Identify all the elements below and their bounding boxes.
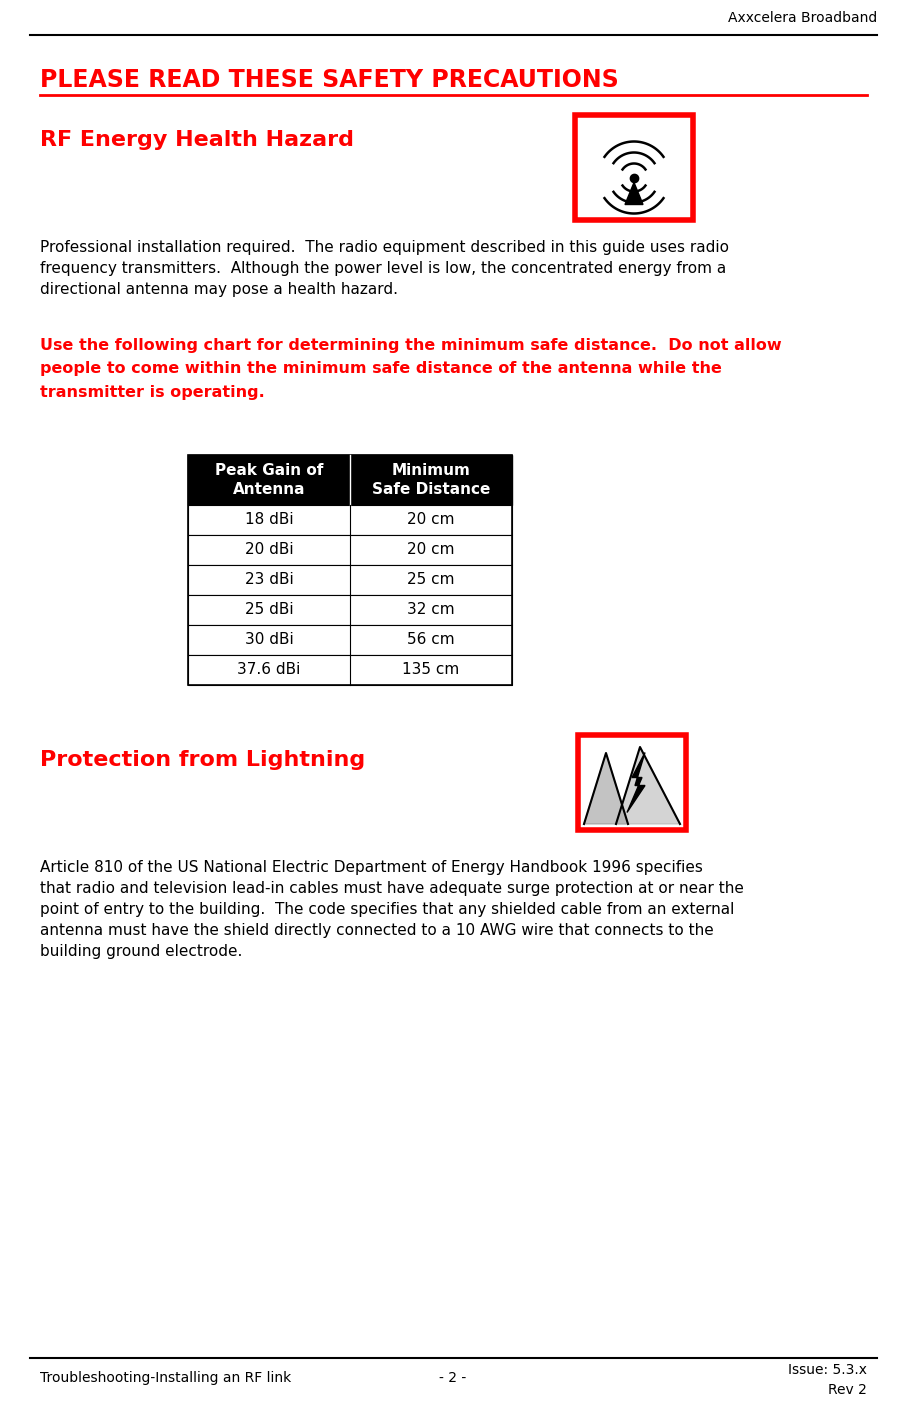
Text: Minimum
Safe Distance: Minimum Safe Distance (372, 462, 490, 497)
Text: Rev 2: Rev 2 (828, 1383, 867, 1397)
Text: Axxcelera Broadband: Axxcelera Broadband (727, 11, 877, 25)
Bar (188, 656, 512, 685)
Text: 18 dBi: 18 dBi (245, 512, 293, 528)
Bar (188, 455, 512, 685)
Text: 23 dBi: 23 dBi (245, 573, 293, 587)
Text: - 2 -: - 2 - (439, 1370, 466, 1384)
Text: Article 810 of the US National Electric Department of Energy Handbook 1996 speci: Article 810 of the US National Electric … (40, 861, 744, 959)
Text: Issue: 5.3.x: Issue: 5.3.x (788, 1363, 867, 1377)
Text: 135 cm: 135 cm (403, 663, 460, 678)
Text: Troubleshooting-Installing an RF link: Troubleshooting-Installing an RF link (40, 1370, 291, 1384)
Text: 32 cm: 32 cm (407, 602, 454, 618)
Text: 20 dBi: 20 dBi (245, 542, 293, 557)
Text: 20 cm: 20 cm (407, 542, 454, 557)
Polygon shape (627, 753, 645, 813)
Text: PLEASE READ THESE SAFETY PRECAUTIONS: PLEASE READ THESE SAFETY PRECAUTIONS (40, 67, 619, 93)
Bar (188, 564, 512, 595)
Bar (188, 505, 512, 535)
Bar (188, 455, 512, 505)
Bar (188, 625, 512, 656)
Text: Protection from Lightning: Protection from Lightning (40, 750, 366, 769)
Text: Professional installation required.  The radio equipment described in this guide: Professional installation required. The … (40, 240, 729, 298)
Polygon shape (625, 183, 643, 205)
Bar (578, 736, 686, 830)
Text: Peak Gain of
Antenna: Peak Gain of Antenna (215, 462, 323, 497)
Text: Use the following chart for determining the minimum safe distance.  Do not allow: Use the following chart for determining … (40, 338, 782, 400)
Polygon shape (616, 747, 680, 824)
Text: 30 dBi: 30 dBi (245, 632, 293, 647)
Bar (188, 595, 512, 625)
Bar (188, 535, 512, 564)
Text: 56 cm: 56 cm (407, 632, 454, 647)
Text: 25 dBi: 25 dBi (245, 602, 293, 618)
Text: 20 cm: 20 cm (407, 512, 454, 528)
Text: RF Energy Health Hazard: RF Energy Health Hazard (40, 131, 354, 150)
Bar (575, 115, 693, 220)
Polygon shape (584, 753, 628, 824)
Text: 37.6 dBi: 37.6 dBi (238, 663, 301, 678)
Text: 25 cm: 25 cm (407, 573, 454, 587)
